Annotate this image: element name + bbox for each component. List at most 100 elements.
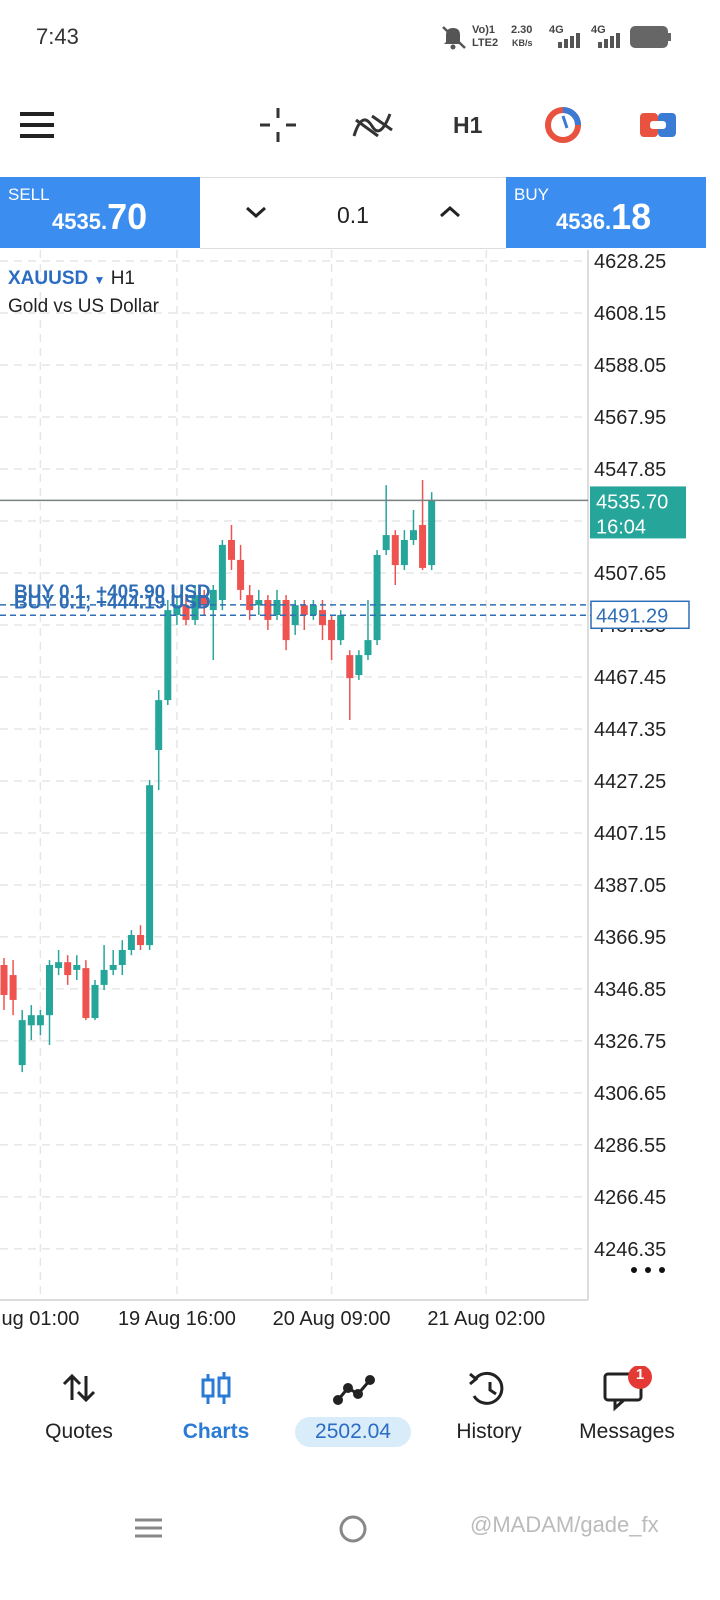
candle-body	[391, 535, 399, 566]
nav-history[interactable]: History	[456, 1420, 522, 1443]
candle-body	[300, 605, 308, 616]
last-price-label: 4535.70	[596, 491, 668, 513]
crosshair-button[interactable]	[260, 108, 296, 142]
signal-2	[598, 33, 620, 48]
candle-body	[82, 968, 90, 1019]
candle-body	[146, 785, 154, 946]
symbol-dropdown[interactable]: ▼	[93, 273, 106, 287]
x-tick-label: 20 Aug 09:00	[273, 1308, 391, 1330]
y-tick-label: 4588.05	[594, 355, 666, 377]
objects-button[interactable]	[545, 107, 581, 143]
candle-body	[9, 975, 17, 1000]
net-type: 4G	[591, 24, 606, 36]
y-tick-label: 4608.15	[594, 303, 666, 325]
candle-body	[164, 610, 172, 701]
signal-1	[558, 33, 580, 48]
buy-price-main: 4536.	[556, 209, 612, 234]
home-button[interactable]	[339, 1515, 367, 1543]
x-tick-label: ug 01:00	[1, 1308, 79, 1330]
speed: 2.30	[511, 24, 533, 36]
trade-icon[interactable]	[333, 1375, 375, 1405]
recents-button[interactable]	[135, 1518, 162, 1538]
y-tick-label: 4628.25	[594, 251, 666, 273]
chart-timeframe: H1	[110, 268, 135, 289]
candle-body	[118, 950, 126, 966]
y-tick-label: 4407.15	[594, 823, 666, 845]
candle-body	[182, 605, 190, 620]
chart-header: XAUUSD ▼ H1	[8, 268, 135, 290]
trade-button[interactable]	[640, 113, 676, 137]
volume[interactable]: 0.1	[337, 202, 369, 228]
buy-price: 4536.18	[556, 196, 651, 238]
candle-body	[27, 1015, 35, 1026]
net-type: 4G	[549, 24, 564, 36]
y-tick-label: 4547.85	[594, 459, 666, 481]
candle-body	[409, 530, 417, 540]
candle-body	[209, 589, 217, 611]
more-button[interactable]	[628, 1262, 672, 1278]
history-icon[interactable]	[469, 1371, 504, 1405]
candle-body	[255, 600, 263, 606]
candle-body	[355, 655, 363, 676]
candle-body	[173, 605, 181, 616]
candle-body	[382, 535, 390, 551]
y-tick-label: 4326.75	[594, 1031, 666, 1053]
position-label: BUY 0.1, +444.19 USD	[14, 592, 211, 613]
candle-body	[428, 500, 436, 566]
mute-icon	[442, 26, 466, 50]
y-tick-label: 4286.55	[594, 1135, 666, 1157]
position-label: BUY 0.1, +405.90 USD	[14, 582, 211, 603]
battery	[630, 26, 671, 48]
volte: Vo)1	[472, 24, 496, 36]
y-tick-label: 4467.45	[594, 667, 666, 689]
y-tick-label: 4387.05	[594, 875, 666, 897]
candle-body	[191, 595, 199, 620]
x-tick-label: 21 Aug 02:00	[427, 1308, 545, 1330]
position-price-box	[590, 600, 690, 630]
y-tick-label: 4427.25	[594, 771, 666, 793]
candle-body	[155, 700, 163, 751]
candle-body	[46, 965, 54, 1016]
y-tick-label: 4366.95	[594, 927, 666, 949]
y-tick-label: 4507.65	[594, 563, 666, 585]
nav-charts[interactable]: Charts	[182, 1420, 250, 1443]
last-price-box	[590, 486, 686, 539]
candle-body	[237, 559, 245, 590]
nav-messages[interactable]: Messages	[579, 1420, 675, 1443]
candle-body	[282, 600, 290, 641]
volume-down[interactable]	[244, 204, 268, 220]
sell-price-main: 4535.	[52, 209, 108, 234]
quotes-icon[interactable]	[62, 1373, 96, 1403]
speed-unit: KB/s	[512, 38, 533, 48]
candle-body	[64, 962, 72, 976]
volume-up[interactable]	[438, 204, 462, 220]
sell-button[interactable]: SELL 4535.70	[0, 177, 200, 248]
candle-body	[328, 619, 336, 641]
sell-price-big: 70	[107, 196, 148, 237]
charts-icon[interactable]	[201, 1372, 231, 1404]
nav-icons	[62, 1366, 652, 1412]
system-nav	[135, 1515, 367, 1543]
candle-body	[400, 539, 408, 566]
nav-quotes[interactable]: Quotes	[45, 1420, 113, 1443]
candle-body	[273, 600, 281, 616]
buy-button[interactable]: BUY 4536.18	[506, 177, 706, 248]
candle-body	[264, 600, 272, 620]
x-tick-label: 19 Aug 16:00	[118, 1308, 236, 1330]
nav-trade[interactable]: 2502.04	[295, 1417, 411, 1447]
timeframe-button[interactable]: H1	[453, 112, 483, 138]
toolbar	[20, 107, 676, 143]
candle-body	[218, 544, 226, 600]
buy-price-big: 18	[611, 196, 652, 237]
candle-body	[227, 539, 235, 560]
symbol[interactable]: XAUUSD	[8, 268, 89, 289]
candle-body	[136, 934, 144, 946]
symbol-description: Gold vs US Dollar	[8, 296, 159, 317]
y-tick-label: 4246.35	[594, 1239, 666, 1261]
chart: ug 01:00 19 Aug 16:00 20 Aug 09:00 21 Aug 0…	[0, 250, 690, 1330]
indicators-button[interactable]	[352, 113, 393, 138]
lte: LTE2	[472, 37, 499, 49]
buy-label: BUY	[514, 185, 549, 204]
menu-button[interactable]	[20, 112, 54, 138]
watermark: @MADAM/gade_fx	[470, 1512, 659, 1537]
